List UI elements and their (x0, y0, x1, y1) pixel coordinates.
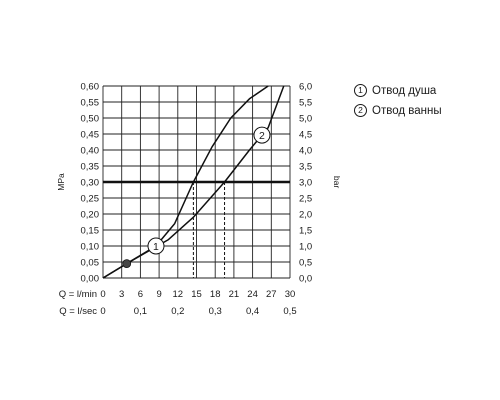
x-lmin-tick-label: 27 (266, 289, 277, 300)
legend-item-bath: 2 Отвод ванны (354, 104, 442, 117)
legend-item-shower: 1 Отвод душа (354, 84, 436, 97)
x-lmin-tick-label: 0 (100, 289, 105, 300)
y-left-tick-label: 0,30 (81, 178, 100, 189)
legend-marker-1: 1 (354, 84, 367, 97)
y-left-tick-label: 0,45 (81, 130, 100, 141)
legend-label-bath: Отвод ванны (372, 104, 442, 117)
x-lsec-axis-label: Q = l/sec (59, 306, 97, 317)
x-lsec-tick-label: 0,4 (246, 306, 259, 317)
x-lmin-tick-label: 18 (210, 289, 221, 300)
y-right-tick-label: 0,0 (299, 274, 312, 285)
x-lsec-tick-label: 0,3 (209, 306, 222, 317)
y-left-tick-label: 0,00 (81, 274, 100, 285)
y-right-tick-label: 5,0 (299, 114, 312, 125)
highlight-point (122, 259, 132, 269)
x-lmin-tick-label: 21 (229, 289, 240, 300)
series-marker-label-2: 2 (259, 130, 265, 142)
y-right-tick-label: 4,5 (299, 130, 312, 141)
y-left-tick-label: 0,10 (81, 242, 100, 253)
x-lsec-tick-label: 0 (100, 306, 105, 317)
series-marker-circle-2 (253, 126, 271, 144)
y-right-tick-label: 5,5 (299, 98, 312, 109)
x-lsec-tick-label: 0,1 (134, 306, 147, 317)
series-marker-circle-1 (147, 237, 165, 255)
y-left-axis-label: MPa (56, 173, 66, 191)
x-lmin-tick-label: 9 (156, 289, 161, 300)
y-right-axis-label: bar (332, 176, 342, 188)
x-lsec-tick-label: 0,5 (283, 306, 296, 317)
y-left-tick-label: 0,40 (81, 146, 100, 157)
y-left-tick-label: 0,55 (81, 98, 100, 109)
x-lmin-axis-label: Q = l/min (59, 289, 97, 300)
y-right-tick-label: 1,0 (299, 242, 312, 253)
series-marker-label-1: 1 (153, 241, 159, 253)
y-right-tick-label: 0,5 (299, 258, 312, 269)
x-lmin-tick-label: 3 (119, 289, 124, 300)
y-left-tick-label: 0,20 (81, 210, 100, 221)
y-left-tick-label: 0,60 (81, 82, 100, 93)
y-right-tick-label: 3,0 (299, 178, 312, 189)
x-lmin-tick-label: 30 (285, 289, 296, 300)
y-left-tick-label: 0,50 (81, 114, 100, 125)
y-right-tick-label: 4,0 (299, 146, 312, 157)
y-right-tick-label: 6,0 (299, 82, 312, 93)
x-lmin-tick-label: 6 (138, 289, 143, 300)
x-lmin-tick-label: 24 (247, 289, 258, 300)
y-right-tick-label: 3,5 (299, 162, 312, 173)
x-lsec-tick-label: 0,2 (171, 306, 184, 317)
y-left-tick-label: 0,25 (81, 194, 100, 205)
y-left-tick-label: 0,05 (81, 258, 100, 269)
x-lmin-tick-label: 15 (191, 289, 202, 300)
y-right-tick-label: 1,5 (299, 226, 312, 237)
legend-label-shower: Отвод душа (372, 84, 437, 97)
y-left-tick-label: 0,35 (81, 162, 100, 173)
y-left-tick-label: 0,15 (81, 226, 100, 237)
y-right-tick-label: 2,5 (299, 194, 312, 205)
y-right-tick-label: 2,0 (299, 210, 312, 221)
legend-marker-2: 2 (354, 104, 367, 117)
x-lmin-tick-label: 12 (173, 289, 184, 300)
